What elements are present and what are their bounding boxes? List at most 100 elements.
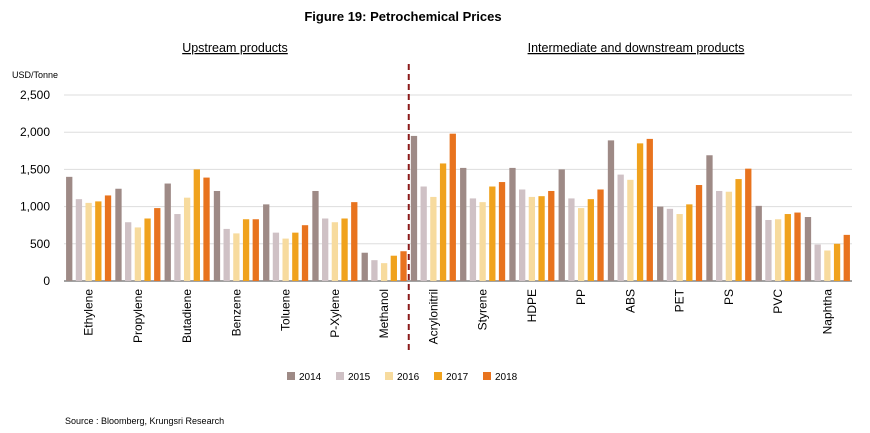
legend-swatch-2017 — [434, 372, 442, 380]
bar-ethylene-2018 — [104, 195, 112, 281]
bar-hdpe-2017 — [538, 196, 545, 281]
bar-benzene-2014 — [213, 190, 221, 281]
bar-ethylene-2016 — [85, 202, 92, 281]
bar-pp-2017 — [587, 199, 594, 281]
bar-pvc-2015 — [765, 219, 772, 281]
x-tick-label: Acrylonitril — [426, 289, 440, 344]
bar-styrene-2016 — [479, 202, 486, 281]
bar-toluene-2018 — [301, 225, 309, 281]
section-label-downstream: Intermediate and downstream products — [528, 41, 745, 55]
bar-propylene-2018 — [154, 208, 161, 281]
bar-p-xylene-2016 — [331, 222, 339, 281]
bar-acrylonitril-2014 — [410, 135, 418, 281]
bar-toluene-2014 — [263, 204, 270, 281]
bar-hdpe-2014 — [509, 167, 516, 281]
bar-abs-2017 — [636, 143, 644, 281]
bar-methanol-2016 — [380, 263, 388, 281]
legend-swatch-2015 — [336, 372, 344, 380]
x-tick-label: ABS — [623, 289, 637, 313]
x-tick-label: Propylene — [131, 289, 145, 343]
bar-benzene-2017 — [242, 219, 250, 281]
y-tick-label: 1,000 — [20, 200, 50, 214]
bar-ps-2016 — [725, 191, 733, 281]
bar-styrene-2014 — [460, 167, 467, 281]
bar-propylene-2016 — [134, 227, 142, 281]
x-tick-label: PET — [673, 288, 687, 312]
chart-title: Figure 19: Petrochemical Prices — [304, 9, 501, 24]
y-tick-label: 0 — [43, 274, 50, 288]
bar-acrylonitril-2016 — [430, 196, 437, 281]
bar-methanol-2017 — [390, 255, 397, 281]
legend-swatch-2016 — [385, 372, 393, 380]
bar-abs-2015 — [617, 174, 624, 281]
x-tick-label: HDPE — [525, 289, 539, 322]
legend-label-2015: 2015 — [348, 372, 371, 383]
x-tick-label: Ethylene — [82, 289, 96, 336]
y-tick-label: 2,000 — [20, 125, 50, 139]
bar-styrene-2017 — [489, 186, 496, 281]
source-note: Source : Bloomberg, Krungsri Research — [65, 416, 224, 426]
bar-naphtha-2018 — [843, 234, 850, 281]
bar-benzene-2015 — [223, 228, 230, 281]
bar-ethylene-2015 — [75, 199, 83, 281]
bar-pvc-2014 — [755, 205, 762, 281]
bar-butadiene-2015 — [174, 214, 181, 281]
bar-ethylene-2014 — [66, 176, 73, 281]
bar-styrene-2018 — [498, 182, 506, 281]
bar-abs-2016 — [627, 179, 634, 281]
bar-pet-2014 — [657, 206, 664, 281]
bar-methanol-2014 — [361, 252, 368, 281]
y-axis-ticks: 0 500 1,000 1,500 2,000 2,500 — [20, 88, 50, 288]
bar-pet-2015 — [666, 208, 674, 281]
bar-propylene-2017 — [144, 218, 151, 281]
section-label-upstream: Upstream products — [182, 41, 288, 55]
bar-ps-2018 — [745, 168, 752, 281]
bar-pet-2016 — [676, 214, 683, 281]
bar-ethylene-2017 — [95, 201, 102, 281]
bar-ps-2017 — [735, 179, 742, 281]
x-tick-label: PVC — [771, 289, 785, 314]
bar-naphtha-2016 — [824, 250, 831, 281]
bar-propylene-2014 — [115, 188, 122, 281]
bar-butadiene-2014 — [164, 183, 171, 281]
bar-p-xylene-2017 — [341, 218, 348, 281]
legend-swatch-2018 — [483, 372, 491, 380]
legend-label-2017: 2017 — [446, 372, 469, 383]
x-tick-label: Toluene — [279, 289, 293, 331]
bar-pp-2018 — [597, 189, 604, 281]
x-tick-label: P-Xylene — [328, 289, 342, 338]
bar-hdpe-2015 — [519, 189, 526, 281]
bar-methanol-2018 — [400, 251, 407, 281]
bar-acrylonitril-2017 — [439, 163, 447, 281]
bar-pet-2017 — [686, 204, 693, 281]
bar-naphtha-2015 — [814, 244, 821, 281]
bar-p-xylene-2014 — [312, 190, 319, 281]
bar-styrene-2015 — [469, 198, 477, 281]
bar-benzene-2016 — [233, 233, 240, 281]
bar-hdpe-2016 — [528, 196, 536, 281]
bar-pp-2016 — [577, 208, 585, 281]
bar-p-xylene-2018 — [351, 202, 358, 281]
bar-toluene-2017 — [292, 232, 299, 281]
bar-abs-2014 — [607, 140, 615, 281]
bar-acrylonitril-2018 — [449, 133, 456, 281]
x-tick-label: Benzene — [229, 289, 243, 337]
bar-toluene-2015 — [272, 232, 280, 281]
x-tick-label: Butadiene — [180, 289, 194, 343]
bar-butadiene-2018 — [203, 177, 210, 281]
bar-abs-2018 — [646, 138, 653, 281]
gridlines — [64, 94, 852, 282]
y-tick-label: 500 — [30, 237, 50, 251]
bar-hdpe-2018 — [548, 190, 555, 281]
legend-label-2014: 2014 — [299, 372, 322, 383]
bar-propylene-2015 — [125, 222, 132, 281]
bar-toluene-2016 — [282, 238, 289, 281]
bar-pet-2018 — [695, 185, 703, 281]
legend: 2014 2015 2016 2017 2018 — [287, 372, 518, 383]
x-tick-label: PS — [722, 289, 736, 305]
legend-swatch-2014 — [287, 372, 295, 380]
bar-acrylonitril-2015 — [420, 186, 427, 281]
bar-butadiene-2017 — [193, 169, 200, 281]
y-axis-unit-label: USD/Tonne — [12, 70, 58, 80]
